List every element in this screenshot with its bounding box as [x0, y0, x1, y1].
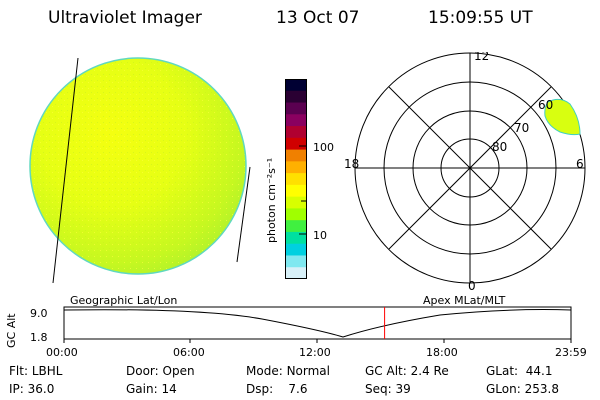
colorbar-cell: [285, 79, 307, 92]
observation-time: 15:09:55 UT: [428, 8, 533, 28]
colorbar-cell: [285, 173, 307, 186]
colorbar-cell: [285, 220, 307, 233]
colorbar-tick-100: 100: [313, 141, 334, 154]
colorbar-cell: [285, 161, 307, 174]
colorbar-cell: [285, 231, 307, 245]
colorbar-cell: [285, 149, 307, 162]
colorbar-cell: [285, 208, 307, 221]
mlat-label-80: 80: [492, 140, 507, 154]
colorbar-cell: [285, 267, 307, 279]
colorbar-cell: [285, 243, 307, 256]
geographic-label: Geographic Lat/Lon: [70, 294, 178, 307]
colorbar-tick-10: 10: [313, 229, 327, 242]
status-door: Door: Open: [126, 364, 195, 378]
status-glat: GLat: 44.1: [486, 364, 553, 378]
colorbar-cell: [285, 184, 307, 198]
colorbar-cell: [285, 126, 307, 139]
time-tick-2359: 23:59: [555, 346, 587, 359]
colorbar-unit-label: photon cm⁻²s⁻¹: [265, 157, 278, 243]
altitude-axis-title: GC Alt: [5, 313, 18, 348]
limb-line-right: [236, 166, 251, 263]
time-tick-0600: 06:00: [173, 346, 205, 359]
time-tick-1800: 18:00: [426, 346, 458, 359]
altitude-tick-9: 9.0: [30, 307, 48, 320]
limb-line-left: [52, 57, 79, 284]
mlt-label-0: 0: [468, 279, 476, 292]
time-tick-0000: 00:00: [46, 346, 78, 359]
mlt-label-6: 6: [576, 157, 584, 171]
colorbar-cell: [285, 196, 307, 209]
colorbar-cell: [285, 102, 307, 115]
status-gc-alt: GC Alt: 2.4 Re: [365, 364, 449, 378]
colorbar-cell: [285, 114, 307, 127]
altitude-curve: [63, 309, 572, 338]
mlat-label-70: 70: [514, 121, 529, 135]
colorbar-cell: [285, 90, 307, 104]
status-dsp: Dsp: 7.6: [246, 382, 308, 396]
mlt-label-18: 18: [344, 157, 359, 171]
instrument-title: Ultraviolet Imager: [48, 8, 202, 28]
colorbar-cell: [285, 137, 307, 151]
status-gain: Gain: 14: [126, 382, 177, 396]
status-glon: GLon: 253.8: [486, 382, 559, 396]
status-filter: Flt: LBHL: [9, 364, 63, 378]
observation-date: 13 Oct 07: [276, 8, 360, 28]
apex-label: Apex MLat/MLT: [423, 294, 506, 307]
status-mode: Mode: Normal: [246, 364, 330, 378]
altitude-tick-1.8: 1.8: [30, 331, 48, 344]
colorbar-cell: [285, 255, 307, 268]
status-seq: Seq: 39: [365, 382, 411, 396]
altitude-strip-plot: [63, 306, 572, 343]
mlat-label-60: 60: [538, 98, 553, 112]
time-tick-1200: 12:00: [299, 346, 331, 359]
status-ip: IP: 36.0: [9, 382, 55, 396]
polar-mlt-plot: 12 18 6 0 60 70 80: [344, 52, 586, 292]
color-scale-bar: [285, 79, 307, 279]
auroral-oval-patch: [544, 98, 581, 136]
mlt-label-12: 12: [474, 52, 489, 63]
